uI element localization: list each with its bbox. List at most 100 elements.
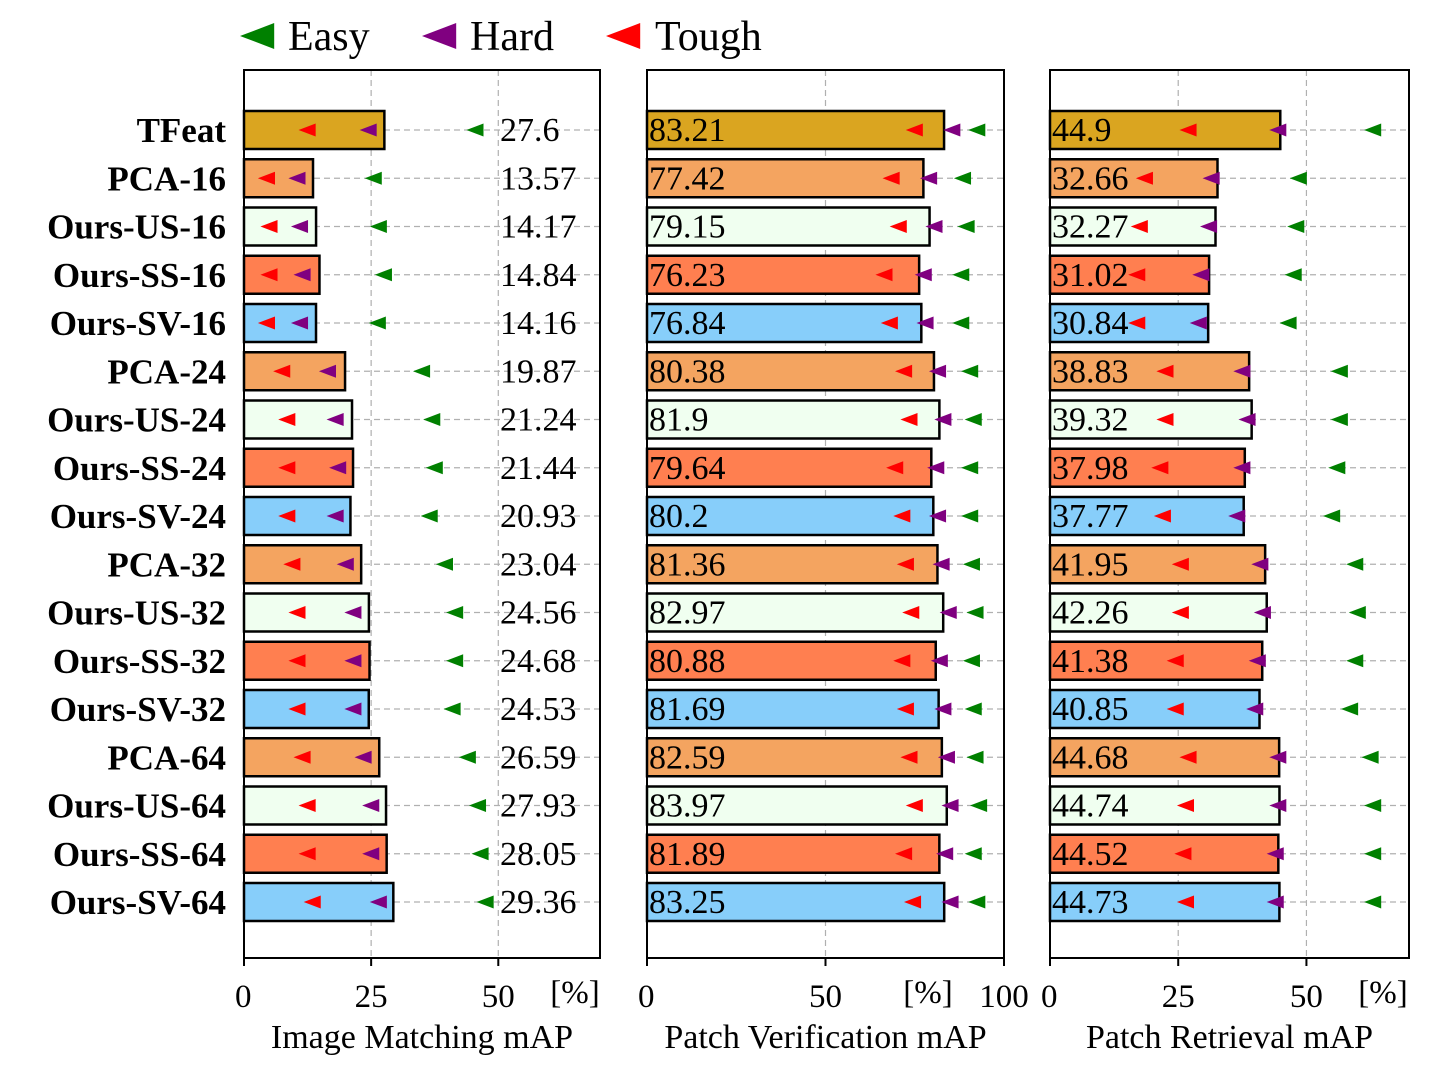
- value-label-ours-us-16: 32.27: [1052, 209, 1129, 246]
- value-label-pca-64: 82.59: [649, 739, 726, 776]
- panel-patch-retrieval-map: 44.9 32.66 32.27 31.02 30.84 38.83 39.32 37.98 3…: [1041, 69, 1410, 1056]
- marker-easy-ours-sv-32: [1341, 702, 1359, 716]
- marker-easy-ours-sv-24: [961, 509, 979, 523]
- marker-easy-pca-64: [966, 750, 984, 764]
- axis-title-patch-retrieval-map: Patch Retrieval mAP: [1086, 1019, 1373, 1056]
- method-label-ours-ss-16: Ours-SS-16: [53, 256, 226, 295]
- value-label-ours-sv-64: 29.36: [500, 884, 577, 921]
- marker-easy-pca-64: [458, 750, 476, 764]
- marker-tough-tfeat: [1179, 123, 1197, 137]
- marker-tough-ours-ss-16: [260, 268, 278, 282]
- marker-tough-ours-sv-32: [288, 702, 306, 716]
- marker-hard-ours-us-16: [925, 220, 943, 233]
- marker-hard-ours-us-64: [1269, 799, 1287, 812]
- marker-hard-ours-ss-64: [1266, 847, 1284, 861]
- value-label-ours-us-64: 83.97: [649, 788, 726, 825]
- marker-easy-ours-us-32: [1348, 606, 1366, 619]
- value-label-ours-sv-16: 30.84: [1052, 305, 1129, 342]
- tick-label-100: 100: [979, 979, 1029, 1015]
- marker-hard-ours-sv-32: [934, 702, 952, 716]
- value-label-ours-sv-32: 40.85: [1052, 691, 1129, 728]
- legend-marker-easy: [240, 23, 275, 49]
- marker-tough-ours-ss-24: [886, 461, 904, 475]
- bar-ours-sv-16: [242, 302, 318, 344]
- panels: 27.6 13.57 14.17 14.84 14.16 19.87 21.24 21.44 2…: [235, 69, 1410, 1056]
- bar-ours-sv-64: [1048, 881, 1281, 923]
- marker-tough-tfeat: [905, 123, 923, 137]
- marker-tough-ours-sv-24: [1153, 509, 1171, 523]
- value-label-ours-ss-24: 37.98: [1052, 450, 1129, 487]
- marker-tough-pca-16: [257, 171, 275, 185]
- marker-easy-ours-us-16: [369, 220, 387, 233]
- marker-tough-pca-64: [900, 750, 918, 764]
- marker-hard-ours-sv-24: [1228, 509, 1246, 523]
- marker-hard-tfeat: [943, 123, 961, 137]
- value-label-tfeat: 44.9: [1052, 112, 1112, 149]
- marker-hard-ours-ss-16: [914, 268, 932, 282]
- marker-tough-ours-sv-16: [257, 316, 275, 330]
- marker-tough-pca-16: [882, 171, 900, 185]
- value-label-ours-sv-32: 81.69: [649, 691, 726, 728]
- value-label-ours-us-64: 27.93: [500, 788, 577, 825]
- method-label-ours-us-16: Ours-US-16: [47, 208, 226, 247]
- tick-label-0: 0: [1041, 979, 1058, 1015]
- marker-hard-ours-ss-64: [362, 847, 380, 861]
- marker-hard-pca-32: [932, 557, 950, 571]
- value-label-pca-64: 44.68: [1052, 739, 1129, 776]
- marker-easy-ours-ss-16: [374, 268, 392, 282]
- value-label-ours-us-32: 82.97: [649, 595, 726, 632]
- bar-ours-sv-32: [645, 688, 940, 730]
- marker-hard-ours-ss-24: [927, 461, 945, 475]
- marker-hard-pca-64: [1269, 750, 1287, 764]
- marker-easy-ours-us-64: [1364, 799, 1382, 812]
- marker-hard-ours-sv-32: [344, 702, 362, 716]
- value-label-ours-ss-64: 44.52: [1052, 836, 1129, 873]
- value-label-ours-ss-32: 80.88: [649, 643, 726, 680]
- marker-tough-ours-us-64: [298, 799, 316, 812]
- marker-tough-ours-us-16: [260, 220, 278, 233]
- unit-label: [%]: [550, 975, 599, 1011]
- tick-label-0: 0: [235, 979, 252, 1015]
- marker-easy-pca-32: [962, 557, 980, 571]
- marker-easy-ours-sv-16: [1279, 316, 1297, 330]
- marker-hard-pca-24: [928, 364, 947, 378]
- legend-label-easy: Easy: [288, 14, 370, 60]
- marker-easy-ours-sv-64: [1364, 895, 1382, 909]
- marker-tough-ours-sv-16: [1128, 316, 1146, 330]
- value-label-ours-ss-32: 41.38: [1052, 643, 1129, 680]
- marker-easy-ours-sv-64: [968, 895, 986, 909]
- value-label-ours-ss-24: 79.64: [649, 450, 726, 487]
- value-label-ours-sv-32: 24.53: [500, 691, 577, 728]
- marker-easy-ours-us-16: [1287, 220, 1305, 233]
- marker-tough-ours-us-32: [1171, 606, 1189, 619]
- marker-easy-ours-ss-32: [446, 654, 464, 668]
- marker-tough-pca-24: [273, 364, 291, 378]
- value-label-ours-us-32: 24.56: [500, 595, 577, 632]
- value-label-pca-16: 13.57: [500, 160, 577, 197]
- value-label-ours-us-16: 79.15: [649, 209, 726, 246]
- marker-hard-ours-ss-32: [1248, 654, 1266, 668]
- marker-tough-ours-ss-24: [1151, 461, 1169, 475]
- unit-label: [%]: [1358, 975, 1407, 1011]
- marker-hard-pca-16: [1202, 171, 1220, 185]
- marker-easy-ours-ss-64: [471, 847, 489, 861]
- tick-label-50: 50: [482, 979, 515, 1015]
- value-label-pca-32: 23.04: [500, 546, 577, 583]
- marker-tough-ours-us-32: [902, 606, 920, 619]
- panel-patch-verification-map: 83.21 77.42 79.15 76.23 76.84 80.38 81.9 79.64 8…: [638, 69, 1029, 1056]
- axis-title-patch-verification-map: Patch Verification mAP: [664, 1019, 986, 1056]
- marker-hard-ours-sv-16: [1189, 316, 1207, 330]
- value-label-ours-us-64: 44.74: [1052, 788, 1129, 825]
- marker-hard-pca-32: [336, 557, 354, 571]
- method-label-ours-ss-24: Ours-SS-24: [53, 449, 226, 488]
- method-label-ours-sv-24: Ours-SV-24: [50, 497, 226, 536]
- panel-image-matching-map: 27.6 13.57 14.17 14.84 14.16 19.87 21.24 21.44 2…: [235, 69, 601, 1056]
- marker-tough-ours-ss-32: [288, 654, 306, 668]
- marker-easy-ours-us-16: [957, 220, 975, 233]
- value-label-ours-us-32: 42.26: [1052, 595, 1129, 632]
- marker-hard-pca-16: [288, 171, 306, 185]
- value-label-ours-ss-16: 14.84: [500, 257, 577, 294]
- marker-hard-ours-ss-32: [930, 654, 948, 668]
- marker-hard-ours-ss-32: [344, 654, 362, 668]
